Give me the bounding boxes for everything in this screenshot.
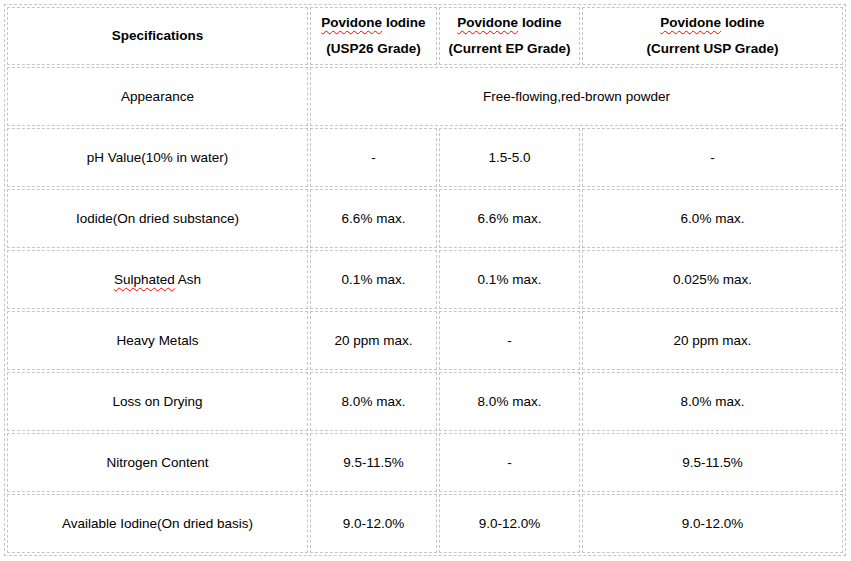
spec-label-cell: Sulphated Ash (7, 250, 308, 309)
value-cell: 9.0-12.0% (582, 494, 843, 553)
value-cell: 1.5-5.0 (439, 128, 580, 187)
spec-label: Available Iodine(On dried basis) (62, 516, 253, 531)
product-name-rest: Iodine (721, 15, 765, 30)
table-row-ph-value: pH Value(10% in water) - 1.5-5.0 - (7, 128, 843, 187)
spec-label-cell: pH Value(10% in water) (7, 128, 308, 187)
value-cell: 9.5-11.5% (582, 433, 843, 492)
value: 1.5-5.0 (488, 150, 530, 165)
value-cell: 9.0-12.0% (310, 494, 437, 553)
value-cell: 0.025% max. (582, 250, 843, 309)
value: 9.0-12.0% (682, 516, 744, 531)
value-cell: - (582, 128, 843, 187)
product-name-misspelled: Povidone (457, 15, 518, 30)
table-row-appearance: Appearance Free-flowing,red-brown powder (7, 67, 843, 126)
spec-label-cell: Nitrogen Content (7, 433, 308, 492)
product-name-rest: Iodine (382, 15, 426, 30)
value-cell: 9.5-11.5% (310, 433, 437, 492)
spec-label: pH Value(10% in water) (87, 150, 229, 165)
header-row: Specifications Povidone Iodine (USP26 Gr… (7, 7, 843, 65)
product-name-rest: Iodine (518, 15, 562, 30)
product-grade: (Current EP Grade) (448, 41, 570, 56)
value-cell: 0.1% max. (310, 250, 437, 309)
spec-label-cell: Available Iodine(On dried basis) (7, 494, 308, 553)
value-cell: 8.0% max. (582, 372, 843, 431)
product-name-misspelled: Povidone (321, 15, 382, 30)
value: 9.0-12.0% (343, 516, 405, 531)
value: 8.0% max. (342, 394, 406, 409)
value: - (507, 333, 512, 348)
spec-label: Nitrogen Content (106, 455, 208, 470)
column-header-ep: Povidone Iodine (Current EP Grade) (439, 7, 580, 65)
spec-label-rest: Ash (175, 272, 201, 287)
spec-label-cell: Heavy Metals (7, 311, 308, 370)
specifications-table: Specifications Povidone Iodine (USP26 Gr… (4, 4, 846, 556)
spec-label-cell: Appearance (7, 67, 308, 126)
value: 20 ppm max. (334, 333, 412, 348)
column-header-usp26: Povidone Iodine (USP26 Grade) (310, 7, 437, 65)
table-row-iodide: Iodide(On dried substance) 6.6% max. 6.6… (7, 189, 843, 248)
value: 20 ppm max. (673, 333, 751, 348)
value-cell: 6.0% max. (582, 189, 843, 248)
value: 6.0% max. (681, 211, 745, 226)
value-cell: 8.0% max. (439, 372, 580, 431)
table-row-available-iodine: Available Iodine(On dried basis) 9.0-12.… (7, 494, 843, 553)
value: - (371, 150, 376, 165)
value-cell: - (310, 128, 437, 187)
table-row-sulphated-ash: Sulphated Ash 0.1% max. 0.1% max. 0.025%… (7, 250, 843, 309)
value-cell: 20 ppm max. (582, 311, 843, 370)
value-cell: - (439, 433, 580, 492)
spec-label-cell: Iodide(On dried substance) (7, 189, 308, 248)
merged-value-cell: Free-flowing,red-brown powder (310, 67, 843, 126)
value-cell: 6.6% max. (310, 189, 437, 248)
column-header-usp: Povidone Iodine (Current USP Grade) (582, 7, 843, 65)
value-cell: 9.0-12.0% (439, 494, 580, 553)
value-cell: 8.0% max. (310, 372, 437, 431)
spec-label: Appearance (121, 89, 194, 104)
column-header-specifications: Specifications (7, 7, 308, 65)
value: 9.5-11.5% (682, 455, 743, 470)
spec-label-misspelled: Sulphated (114, 272, 175, 287)
value-cell: 20 ppm max. (310, 311, 437, 370)
value: 9.0-12.0% (479, 516, 541, 531)
value: 6.6% max. (478, 211, 542, 226)
spec-label: Loss on Drying (112, 394, 202, 409)
value-cell: 0.1% max. (439, 250, 580, 309)
value: - (710, 150, 715, 165)
spec-label-cell: Loss on Drying (7, 372, 308, 431)
value: 8.0% max. (478, 394, 542, 409)
product-grade: (USP26 Grade) (326, 41, 421, 56)
table-row-nitrogen-content: Nitrogen Content 9.5-11.5% - 9.5-11.5% (7, 433, 843, 492)
table-row-loss-on-drying: Loss on Drying 8.0% max. 8.0% max. 8.0% … (7, 372, 843, 431)
merged-value: Free-flowing,red-brown powder (483, 89, 670, 104)
value: - (507, 455, 512, 470)
spec-label: Heavy Metals (117, 333, 199, 348)
value: 6.6% max. (342, 211, 406, 226)
specifications-label: Specifications (112, 28, 204, 43)
spec-label: Iodide(On dried substance) (76, 211, 239, 226)
product-name-misspelled: Povidone (660, 15, 721, 30)
value-cell: 6.6% max. (439, 189, 580, 248)
value-cell: - (439, 311, 580, 370)
value: 9.5-11.5% (343, 455, 404, 470)
value: 0.025% max. (673, 272, 752, 287)
value: 0.1% max. (342, 272, 406, 287)
value: 8.0% max. (681, 394, 745, 409)
table-row-heavy-metals: Heavy Metals 20 ppm max. - 20 ppm max. (7, 311, 843, 370)
product-grade: (Current USP Grade) (647, 41, 779, 56)
value: 0.1% max. (478, 272, 542, 287)
